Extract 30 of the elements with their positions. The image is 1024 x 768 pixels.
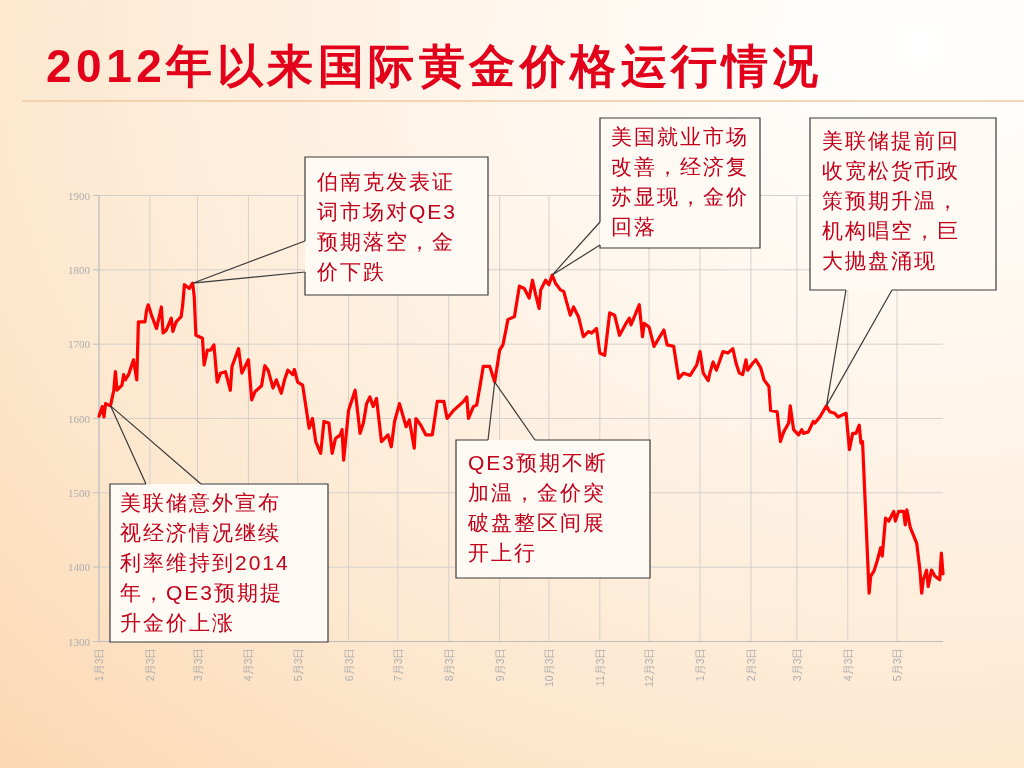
annotation: QE3预期不断加温，金价突破盘整区间展开上行 — [468, 450, 610, 566]
x-tick-label: 3月3日 — [790, 647, 803, 682]
x-tick-label: 11月3日 — [593, 647, 606, 687]
y-tick-label: 1700 — [68, 338, 91, 351]
x-tick-label: 8月3日 — [442, 647, 455, 682]
annotation: 美联储提前回收宽松货币政策预期升温，机构唱空，巨大抛盘涌现 — [822, 128, 961, 274]
y-tick-label: 1500 — [68, 486, 91, 499]
annotation: 美联储意外宣布视经济情况继续利率维持到2014年，QE3预期提升金价上涨 — [120, 490, 291, 636]
x-tick-label: 9月3日 — [493, 647, 506, 682]
x-tick-label: 3月3日 — [191, 647, 204, 682]
x-tick-label: 1月3日 — [693, 647, 706, 682]
annotation: 伯南克发表证词市场对QE3预期落空，金价下跌 — [317, 169, 459, 285]
y-tick-label: 1400 — [68, 561, 91, 574]
chart-title: 2012年以来国际黄金价格运行情况 — [46, 40, 823, 92]
annotation: 美国就业市场改善，经济复苏显现，金价回落 — [611, 124, 750, 240]
y-tick-label: 1800 — [68, 263, 91, 276]
x-tick-label: 4月3日 — [242, 647, 255, 682]
x-tick-label: 5月3日 — [291, 647, 304, 682]
y-tick-label: 1600 — [68, 412, 91, 425]
y-tick-label: 1300 — [68, 635, 91, 648]
x-tick-label: 5月3日 — [891, 647, 904, 682]
x-tick-label: 10月3日 — [542, 647, 555, 688]
x-tick-label: 2月3日 — [744, 647, 757, 682]
x-tick-label: 12月3日 — [643, 647, 656, 688]
x-tick-label: 1月3日 — [93, 647, 105, 682]
x-tick-label: 2月3日 — [143, 647, 156, 682]
y-tick-label: 1900 — [68, 189, 91, 202]
x-tick-label: 7月3日 — [391, 647, 404, 682]
x-tick-label: 4月3日 — [841, 647, 854, 682]
x-tick-label: 6月3日 — [342, 647, 355, 682]
